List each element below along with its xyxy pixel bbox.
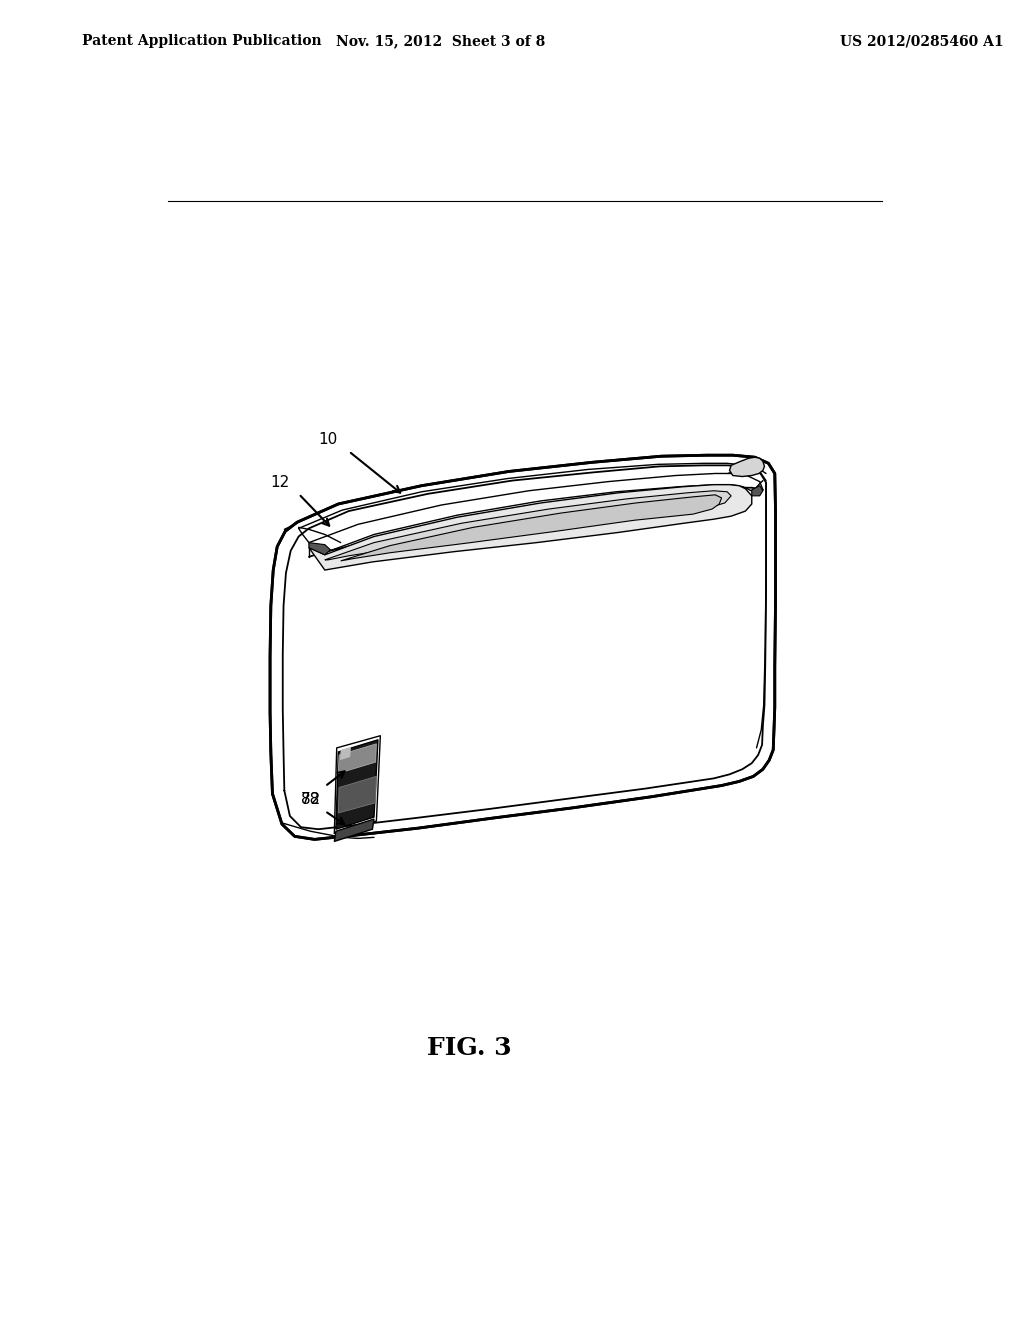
Polygon shape xyxy=(341,495,722,561)
Text: US 2012/0285460 A1: US 2012/0285460 A1 xyxy=(840,34,1004,49)
Polygon shape xyxy=(270,455,775,840)
Polygon shape xyxy=(340,747,351,760)
Polygon shape xyxy=(309,543,331,554)
Text: 82: 82 xyxy=(301,792,321,807)
Polygon shape xyxy=(338,776,377,813)
Polygon shape xyxy=(752,486,763,496)
Polygon shape xyxy=(336,739,378,829)
Polygon shape xyxy=(338,744,377,774)
Text: FIG. 3: FIG. 3 xyxy=(427,1036,512,1060)
Polygon shape xyxy=(729,457,765,477)
Polygon shape xyxy=(325,491,731,560)
Polygon shape xyxy=(334,818,374,841)
Text: 78: 78 xyxy=(301,792,321,807)
Text: 12: 12 xyxy=(270,475,289,490)
Text: Patent Application Publication: Patent Application Publication xyxy=(82,34,322,49)
Polygon shape xyxy=(309,484,752,570)
Text: 10: 10 xyxy=(318,432,338,447)
Text: Nov. 15, 2012  Sheet 3 of 8: Nov. 15, 2012 Sheet 3 of 8 xyxy=(336,34,545,49)
